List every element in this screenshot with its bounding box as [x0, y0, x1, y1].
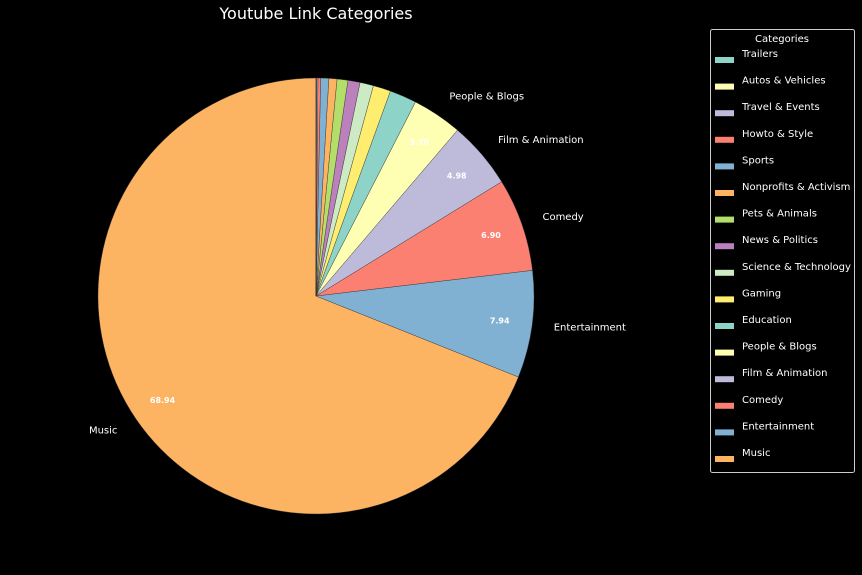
legend-label: Music [742, 448, 770, 459]
legend-label: Education [742, 315, 792, 326]
slice-label: People & Blogs [449, 92, 524, 103]
legend-label: Science & Technology [742, 262, 851, 273]
legend-frame [710, 29, 855, 473]
slice-label: Music [89, 425, 117, 436]
legend-swatch [715, 429, 734, 436]
legend-label: Gaming [742, 288, 781, 299]
legend-label: Howto & Style [742, 129, 813, 140]
legend-swatch [715, 402, 734, 409]
pie-slice-entertainment [315, 270, 535, 378]
legend-label: Sports [742, 155, 774, 166]
legend-swatch [715, 163, 734, 170]
legend-label: Trailers [741, 49, 778, 60]
legend-swatch [715, 349, 734, 356]
legend-swatch [715, 456, 734, 462]
legend-label: Entertainment [742, 421, 814, 432]
legend-swatch [715, 190, 734, 196]
legend-label: Film & Animation [742, 368, 827, 379]
slice-label: Entertainment [554, 322, 626, 333]
pie-labels: Music 68.94 Entertainment 7.94 Comedy 6.90 Fil… [89, 92, 626, 437]
legend-label: Travel & Events [741, 102, 820, 113]
chart-title: Youtube Link Categories [218, 4, 412, 23]
legend-swatch [715, 323, 734, 329]
legend-swatch [715, 110, 734, 117]
legend-label: Pets & Animals [742, 209, 817, 220]
legend-swatch [715, 269, 734, 276]
legend-title: Categories [755, 34, 809, 45]
legend-label: Nonprofits & Activism [742, 182, 850, 193]
legend-swatch [715, 216, 734, 223]
legend: Categories Trailers Autos & Vehicles Trave… [710, 29, 855, 473]
pie-slice-music [97, 77, 519, 515]
legend-swatch [715, 57, 734, 63]
legend-label: Autos & Vehicles [742, 76, 826, 87]
value-label: 7.94 [490, 316, 510, 325]
legend-label: News & Politics [742, 235, 818, 246]
slice-label: Film & Animation [498, 135, 583, 146]
slice-label: Comedy [542, 212, 583, 223]
legend-label: Comedy [742, 395, 783, 406]
legend-swatch [715, 296, 734, 303]
legend-swatch [715, 83, 734, 90]
value-label: 3.70 [409, 138, 429, 147]
value-label: 68.94 [150, 396, 176, 405]
legend-swatch [715, 376, 734, 383]
value-label: 4.98 [447, 171, 467, 180]
legend-swatch [715, 136, 734, 143]
legend-label: People & Blogs [742, 342, 817, 353]
pie-slices [97, 77, 535, 515]
value-label: 6.90 [481, 231, 501, 240]
legend-swatch [715, 243, 734, 250]
